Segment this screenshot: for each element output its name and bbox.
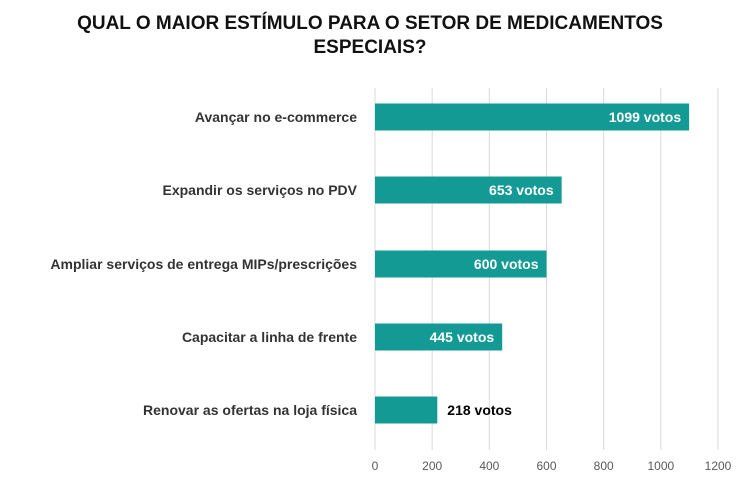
category-label: Ampliar serviços de entrega MIPs/prescri… [50, 256, 357, 272]
chart-title-line-1: QUAL O MAIOR ESTÍMULO PARA O SETOR DE ME… [77, 13, 663, 34]
gridlines [374, 88, 719, 450]
bar [375, 396, 438, 424]
bar [375, 176, 562, 204]
x-tick-label: 400 [479, 459, 499, 473]
x-tick-label: 600 [536, 459, 556, 473]
category-label: Renovar as ofertas na loja física [143, 402, 357, 418]
x-axis-ticks: 0 200 400 600 800 1000 1200 [372, 459, 732, 473]
category-label: Expandir os serviços no PDV [162, 182, 357, 198]
chart-title: QUAL O MAIOR ESTÍMULO PARA O SETOR DE ME… [60, 12, 680, 60]
bar [375, 323, 503, 351]
bars: 1099 votos 653 votos 600 votos 445 votos 218… [375, 103, 690, 424]
x-tick-label: 800 [594, 459, 614, 473]
data-label: 445 votos [430, 329, 495, 345]
data-label: 218 votos [447, 402, 512, 418]
chart-title-line-2: ESPECIAIS? [313, 37, 427, 58]
data-label: 653 votos [489, 182, 554, 198]
category-label: Avançar no e-commerce [195, 109, 357, 125]
category-label: Capacitar a linha de frente [182, 329, 357, 345]
data-label: 600 votos [474, 256, 539, 272]
data-label: 1099 votos [609, 109, 682, 125]
x-tick-label: 200 [422, 459, 442, 473]
x-tick-label: 1200 [705, 459, 732, 473]
bar [375, 250, 547, 278]
x-tick-label: 0 [372, 459, 379, 473]
bar [375, 103, 690, 131]
x-tick-label: 1000 [647, 459, 674, 473]
